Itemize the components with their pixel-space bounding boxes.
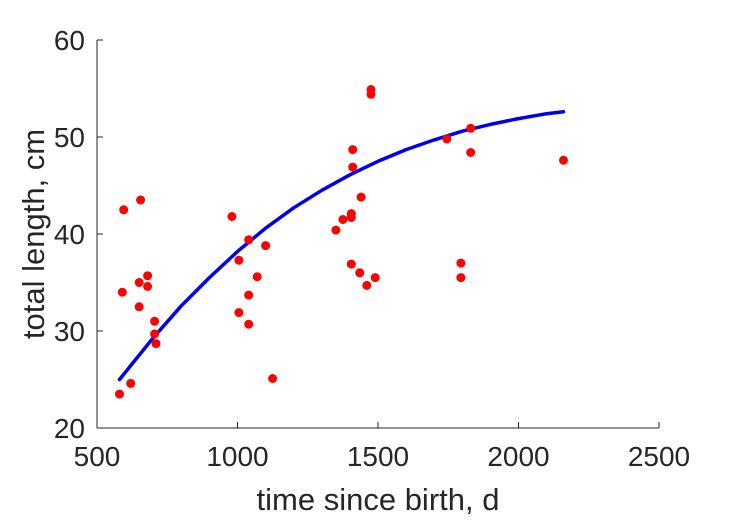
y-tick-label: 40	[54, 219, 85, 250]
x-axis-title: time since birth, d	[257, 482, 500, 517]
x-tick-label: 2500	[628, 441, 690, 472]
data-point	[456, 258, 466, 268]
data-point	[268, 374, 278, 383]
data-point	[234, 308, 244, 318]
data-point	[143, 281, 153, 291]
data-point	[150, 316, 160, 326]
data-point	[442, 134, 452, 144]
data-point	[244, 290, 254, 300]
data-point	[244, 319, 254, 329]
data-point	[126, 378, 136, 388]
data-point	[356, 192, 366, 202]
data-point	[227, 212, 237, 221]
y-tick-label: 50	[54, 122, 85, 153]
data-point	[115, 389, 124, 399]
data-point	[244, 235, 254, 245]
data-point	[348, 162, 358, 172]
y-tick-label: 30	[54, 316, 85, 347]
data-point	[331, 225, 341, 235]
data-point	[134, 302, 144, 312]
data-point	[150, 329, 160, 339]
fit-curve	[117, 110, 566, 382]
y-tick-label: 20	[54, 413, 85, 444]
data-point	[366, 89, 376, 99]
x-tick-label: 500	[74, 441, 121, 472]
data-point	[355, 268, 365, 278]
data-point	[261, 241, 271, 251]
data-point	[136, 195, 146, 205]
x-tick-label: 1000	[206, 441, 268, 472]
data-point	[466, 123, 476, 133]
data-point	[466, 148, 476, 157]
data-point	[348, 145, 358, 155]
x-tick-label: 1500	[347, 441, 409, 472]
data-point	[117, 287, 127, 297]
data-point	[134, 278, 144, 287]
data-point	[119, 205, 129, 215]
y-axis-title: total length, cm	[16, 129, 51, 339]
axes: 500 1000 1500 2000 2500 20 30 40 50 60	[54, 25, 690, 472]
x-tick-label: 2000	[487, 441, 549, 472]
data-point	[346, 259, 356, 269]
data-point	[234, 255, 244, 265]
data-point	[456, 273, 466, 283]
data-point	[370, 273, 380, 283]
data-point	[252, 272, 262, 282]
data-point	[362, 280, 372, 290]
data-point	[143, 271, 153, 281]
data-point	[559, 155, 568, 165]
data-point	[151, 339, 161, 349]
y-tick-label: 60	[54, 25, 85, 56]
series-layer	[115, 85, 568, 399]
data-point	[338, 215, 348, 224]
data-point	[346, 213, 356, 222]
